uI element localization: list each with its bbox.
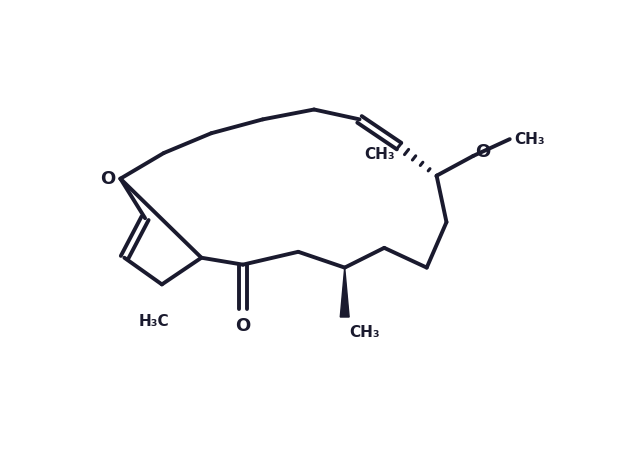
Polygon shape [340, 267, 349, 317]
Text: O: O [236, 317, 250, 335]
Text: CH₃: CH₃ [349, 325, 380, 340]
Text: O: O [100, 170, 115, 188]
Text: O: O [475, 143, 490, 161]
Text: H₃C: H₃C [139, 314, 170, 329]
Text: CH₃: CH₃ [364, 147, 395, 162]
Text: CH₃: CH₃ [515, 132, 545, 147]
